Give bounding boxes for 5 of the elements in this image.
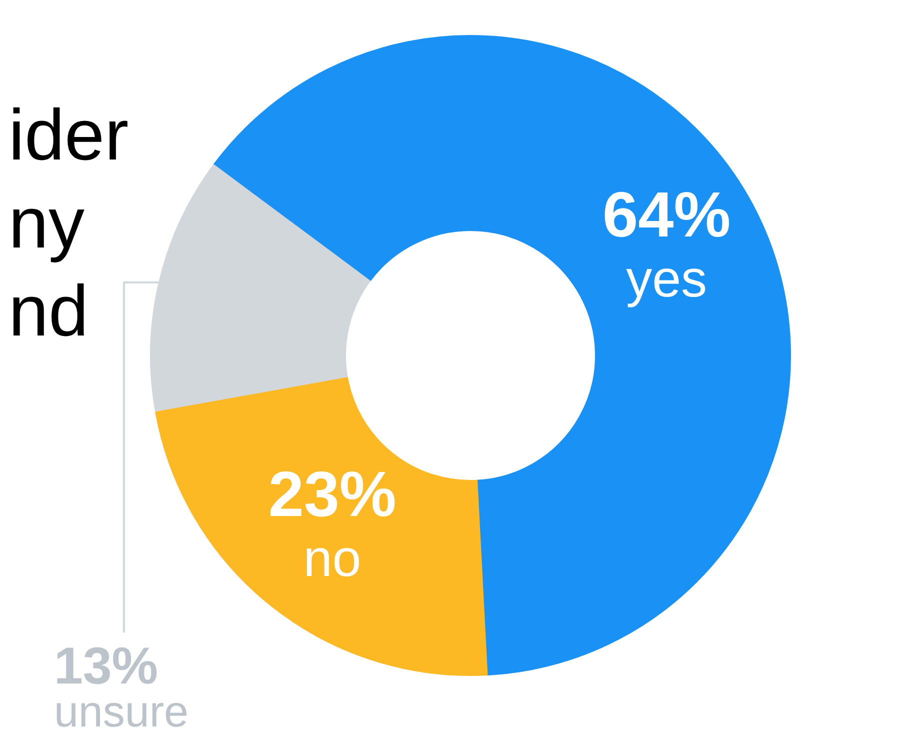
- text: ider ny nd: [8, 96, 129, 352]
- data-label: 23%: [268, 458, 396, 530]
- slice-label: yes: [626, 250, 708, 308]
- slice-label: no: [303, 530, 362, 588]
- data-label: 64%: [602, 178, 731, 250]
